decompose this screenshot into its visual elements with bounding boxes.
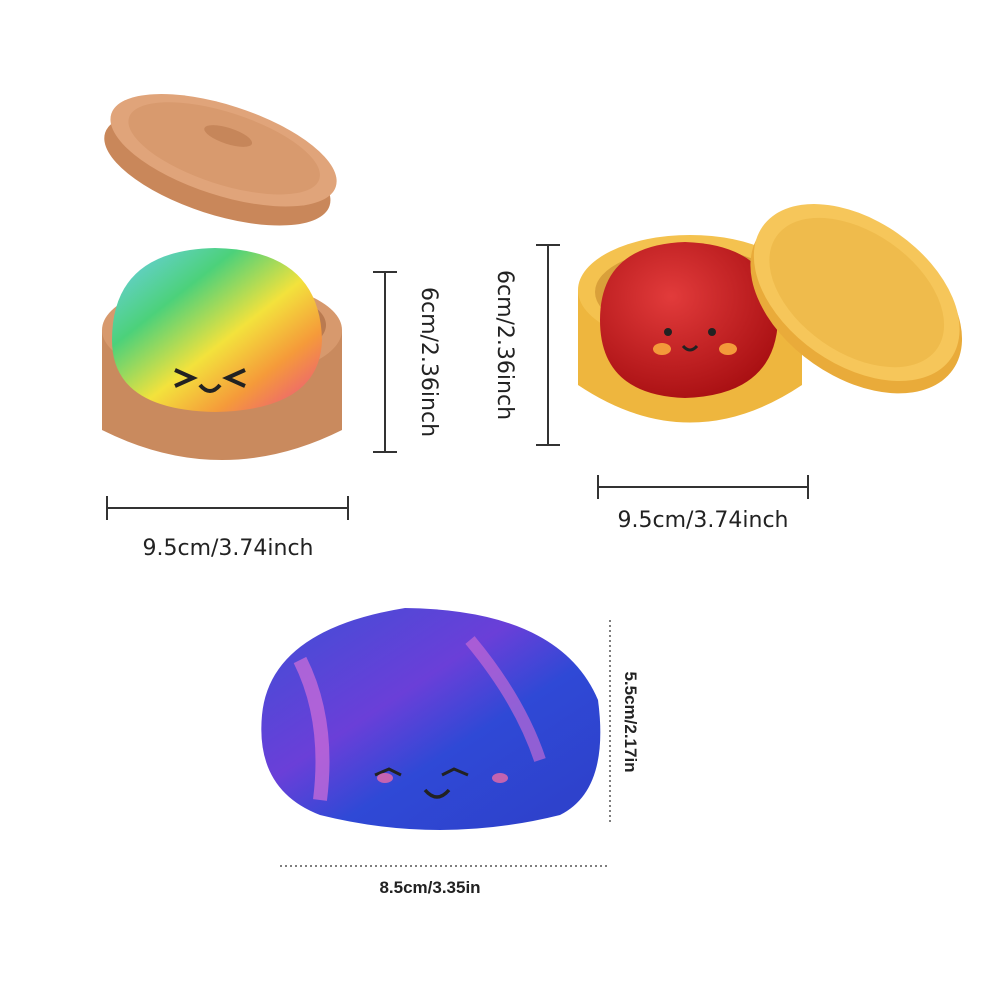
galaxy-bun [261, 608, 601, 830]
width-label: 8.5cm/3.35in [379, 878, 480, 897]
width-label: 9.5cm/3.74inch [142, 536, 313, 561]
width-label: 9.5cm/3.74inch [617, 508, 788, 533]
rainbow-steamer [102, 94, 342, 460]
height-label: 6cm/2.36inch [492, 270, 517, 420]
height-label: 5.5cm/2.17in [621, 671, 640, 772]
red-steamer [578, 204, 963, 423]
height-label: 6cm/2.36inch [416, 287, 441, 437]
